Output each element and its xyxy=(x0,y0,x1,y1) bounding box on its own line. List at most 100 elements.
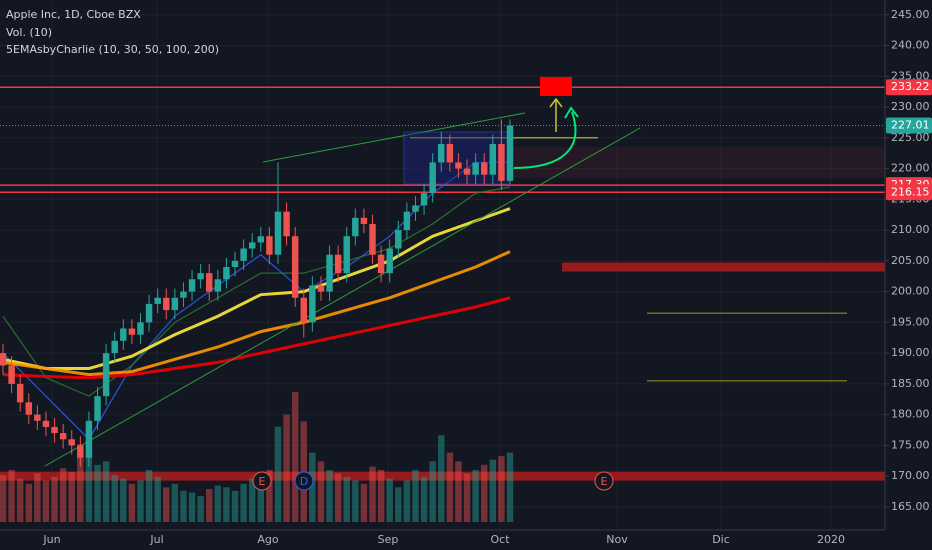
candle-body xyxy=(446,143,454,163)
volume-bar xyxy=(0,475,7,522)
candle-body xyxy=(231,260,239,267)
volume-bar xyxy=(506,452,514,522)
candle-body xyxy=(111,340,118,354)
volume-label: Vol. (10) xyxy=(6,26,52,39)
symbol-title: Apple Inc, 1D, Cboe BZX xyxy=(6,8,141,21)
y-tick-label: 200.00 xyxy=(891,285,930,298)
volume-bar xyxy=(16,478,24,522)
y-tick-label: 245.00 xyxy=(891,8,930,21)
candle-body xyxy=(266,236,273,255)
x-tick-label: Dic xyxy=(712,533,730,546)
volume-bar xyxy=(377,470,385,522)
x-tick-label: 2020 xyxy=(817,533,845,546)
volume-bar xyxy=(317,461,325,522)
levels xyxy=(0,86,885,481)
candle-body xyxy=(343,236,350,274)
volume-bar xyxy=(240,483,247,522)
y-tick-label: 175.00 xyxy=(891,438,930,451)
y-tick-label: 225.00 xyxy=(891,131,930,144)
candle-body xyxy=(498,143,505,181)
candle-body xyxy=(334,254,342,274)
x-tick-label: Sep xyxy=(378,533,399,546)
candle-body xyxy=(472,162,479,175)
candle-body xyxy=(248,242,256,249)
price-tag xyxy=(886,184,932,201)
volume-bar xyxy=(463,473,471,522)
candle-body xyxy=(455,162,462,169)
x-tick-label: Jul xyxy=(149,533,163,546)
y-tick-label: 205.00 xyxy=(891,254,930,267)
candle-body xyxy=(163,297,170,311)
ema-line xyxy=(2,207,511,371)
candle-body xyxy=(34,414,41,421)
volume-bar xyxy=(395,487,402,522)
projection-arrow-head xyxy=(564,106,579,119)
indicator-label: 5EMAsbyCharlie (10, 30, 50, 100, 200) xyxy=(6,43,219,56)
price-axis: 165.00 170.00 175.00 180.00 185.00 190.00 195.… xyxy=(884,0,932,550)
volume-bar xyxy=(498,456,505,522)
price-tag-label: 227.01 xyxy=(891,118,930,131)
target-arrow-head xyxy=(549,97,563,108)
candle-body xyxy=(360,217,368,224)
target-box xyxy=(540,77,572,96)
candle-body xyxy=(102,353,110,397)
volume-bar xyxy=(352,480,359,522)
candle-body xyxy=(8,365,15,384)
candle-body xyxy=(317,285,325,292)
y-tick-label: 190.00 xyxy=(891,346,930,359)
volume-bar xyxy=(163,487,170,522)
candle-body xyxy=(463,168,471,175)
candle-body xyxy=(309,285,316,323)
volume-bar xyxy=(68,471,75,522)
candle-body xyxy=(429,162,436,194)
x-tick-label: Nov xyxy=(606,533,628,546)
volume-bar xyxy=(489,459,497,522)
volume-bar xyxy=(360,483,368,522)
volume-bar xyxy=(180,490,187,522)
candle-body xyxy=(506,125,514,181)
volume-bar xyxy=(369,466,376,522)
candle-body xyxy=(0,353,7,366)
volume-bar xyxy=(266,470,273,522)
y-tick-label: 165.00 xyxy=(891,500,930,513)
volume-bar xyxy=(94,464,101,522)
event-marker xyxy=(294,471,314,491)
candle-body xyxy=(489,143,497,175)
candle-body xyxy=(16,383,24,403)
candle-body xyxy=(214,279,222,292)
volume-bar xyxy=(326,470,333,522)
candle-body xyxy=(42,420,50,427)
resistance-zone xyxy=(510,147,885,178)
volume-bar xyxy=(438,435,445,522)
y-tick-label: 240.00 xyxy=(891,39,930,52)
candle-body xyxy=(480,162,488,175)
candle-body xyxy=(377,254,385,274)
time-axis: Jun Jul Ago Sep Oct Nov Dic 2020 xyxy=(42,533,845,546)
candle-body xyxy=(240,248,247,261)
price-tag xyxy=(886,79,932,96)
volume-bar xyxy=(403,480,411,522)
volume-bar xyxy=(59,468,67,522)
candle-body xyxy=(326,254,333,292)
volume-bar xyxy=(111,475,118,522)
volume-bar xyxy=(291,392,299,522)
candle-body xyxy=(386,248,393,274)
x-tick-label: Ago xyxy=(257,533,279,546)
candle-body xyxy=(68,439,75,446)
volume-bar xyxy=(145,470,153,522)
x-tick-label: Jun xyxy=(42,533,60,546)
y-tick-label: 210.00 xyxy=(891,223,930,236)
volume-bar xyxy=(154,476,161,522)
candle-body xyxy=(137,322,144,335)
candle-body xyxy=(274,211,282,255)
volume-bar xyxy=(343,476,350,522)
event-marker xyxy=(252,471,272,491)
candle-body xyxy=(438,143,445,163)
trend-line xyxy=(262,112,526,163)
volume-bar xyxy=(120,478,127,522)
candle-body xyxy=(300,297,307,323)
price-tag xyxy=(886,117,932,134)
y-tick-label: 195.00 xyxy=(891,315,930,328)
volume-bar xyxy=(429,461,436,522)
